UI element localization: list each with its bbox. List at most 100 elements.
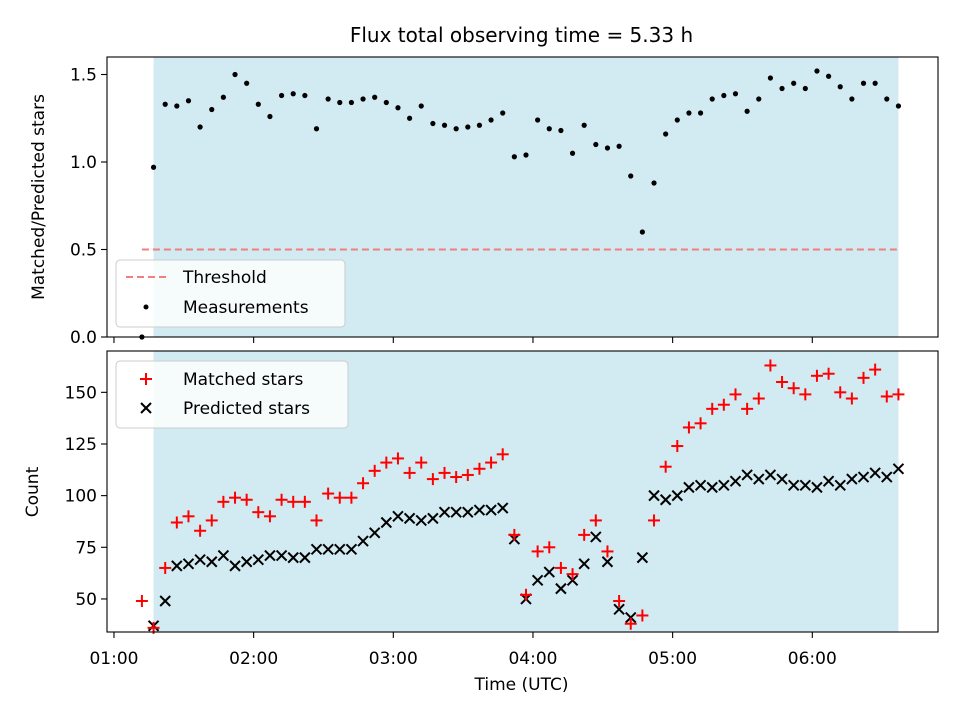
measurement-point xyxy=(569,150,576,156)
measurement-point xyxy=(313,126,320,132)
measurement-point xyxy=(767,75,774,81)
y-tick-label: 125 xyxy=(65,435,97,455)
predicted-star-point xyxy=(683,481,695,494)
legend-measurements-label: Measurements xyxy=(183,298,309,318)
x-axis-label: Time (UTC) xyxy=(474,675,569,695)
predicted-star-point xyxy=(671,489,684,502)
predicted-star-point xyxy=(217,549,230,562)
matched-star-point xyxy=(194,524,207,537)
matched-star-point xyxy=(310,514,323,527)
measurement-point xyxy=(697,110,704,116)
predicted-star-point xyxy=(310,543,323,556)
matched-star-point xyxy=(391,452,404,465)
y-tick-label: 0.0 xyxy=(70,328,97,348)
x-tick-label: 03:00 xyxy=(369,649,418,669)
predicted-star-point xyxy=(787,479,800,492)
predicted-star-point xyxy=(497,502,509,514)
measurement-point xyxy=(348,99,355,106)
matched-star-point xyxy=(473,462,486,475)
predicted-star-point xyxy=(229,560,241,572)
matched-star-point xyxy=(624,617,637,630)
predicted-star-point xyxy=(706,481,718,494)
matched-star-point xyxy=(135,595,148,608)
predicted-star-point xyxy=(590,531,602,543)
matched-star-point xyxy=(845,392,858,405)
predicted-star-point xyxy=(741,469,753,481)
matched-star-point xyxy=(496,448,509,461)
predicted-star-point xyxy=(543,566,555,578)
measurement-point xyxy=(476,122,483,128)
measurement-point xyxy=(488,117,494,123)
measurement-point xyxy=(791,80,797,86)
measurement-point xyxy=(407,115,413,121)
predicted-star-point xyxy=(869,467,881,479)
measurement-point xyxy=(744,108,750,114)
x-tick-label: 02:00 xyxy=(229,649,278,669)
matched-star-point xyxy=(298,495,311,508)
legend-matched-swatch xyxy=(140,373,152,385)
predicted-star-point xyxy=(450,506,462,518)
predicted-star-point xyxy=(427,512,439,525)
measurement-point xyxy=(220,94,226,100)
predicted-star-point xyxy=(578,558,590,570)
measurement-point xyxy=(197,124,203,130)
bottom-plot-frame xyxy=(106,350,939,633)
measurement-point xyxy=(441,122,448,128)
predicted-star-point xyxy=(694,479,707,492)
predicted-star-point xyxy=(334,543,346,556)
predicted-star-point xyxy=(776,473,788,485)
predicted-star-point xyxy=(718,479,730,492)
top-panel: 0.0 0.5 1.0 1.5 Matched/Predicted stars Thr… xyxy=(29,56,939,348)
predicted-star-point xyxy=(403,512,416,525)
matched-star-point xyxy=(601,545,614,558)
x-tick-label: 04:00 xyxy=(508,649,557,669)
predicted-star-point xyxy=(299,551,311,564)
y-tick-label: 75 xyxy=(75,538,97,558)
matched-star-point xyxy=(240,493,253,506)
matched-star-point xyxy=(869,363,882,376)
legend-threshold-label: Threshold xyxy=(182,268,267,288)
predicted-star-point xyxy=(555,582,567,595)
matched-star-point xyxy=(403,466,416,479)
measurement-point xyxy=(895,103,902,109)
predicted-star-point xyxy=(392,510,404,523)
predicted-star-point xyxy=(171,560,183,572)
measurement-point xyxy=(360,96,366,102)
measurement-point xyxy=(232,71,238,78)
measurement-point xyxy=(756,96,762,102)
measurement-point xyxy=(884,96,890,102)
predicted-star-point xyxy=(613,603,625,615)
top-legend: Threshold Measurements xyxy=(115,259,346,328)
measurement-point xyxy=(709,96,715,102)
predicted-star-point xyxy=(206,556,218,568)
predicted-star-point xyxy=(822,475,835,487)
measurement-point xyxy=(674,117,680,123)
predicted-star-point xyxy=(764,469,777,481)
predicted-star-point xyxy=(892,463,905,475)
measurement-point xyxy=(546,126,552,132)
top-y-axis-label: Matched/Predicted stars xyxy=(29,94,49,300)
measurement-point xyxy=(628,173,634,179)
y-tick-label: 1.5 xyxy=(70,66,97,86)
matched-star-point xyxy=(322,487,335,500)
predicted-star-point xyxy=(240,556,253,568)
measurement-point xyxy=(395,105,401,111)
matched-star-point xyxy=(426,473,439,486)
predicted-star-point xyxy=(368,527,381,539)
matched-star-point xyxy=(810,369,823,382)
top-legend-frame xyxy=(115,259,346,328)
matched-star-point xyxy=(275,493,288,506)
matched-star-point xyxy=(694,417,707,430)
matched-star-point xyxy=(729,388,742,401)
matched-star-point xyxy=(671,440,684,453)
measurement-point xyxy=(686,110,692,116)
predicted-star-point xyxy=(881,471,893,483)
predicted-star-point xyxy=(636,551,649,564)
measurement-point xyxy=(837,84,843,90)
measurement-point xyxy=(732,91,739,97)
x-tick-label: 05:00 xyxy=(648,649,697,669)
measurement-point xyxy=(616,143,622,149)
predicted-star-point xyxy=(857,471,870,483)
legend-predicted-label: Predicted stars xyxy=(183,399,310,419)
